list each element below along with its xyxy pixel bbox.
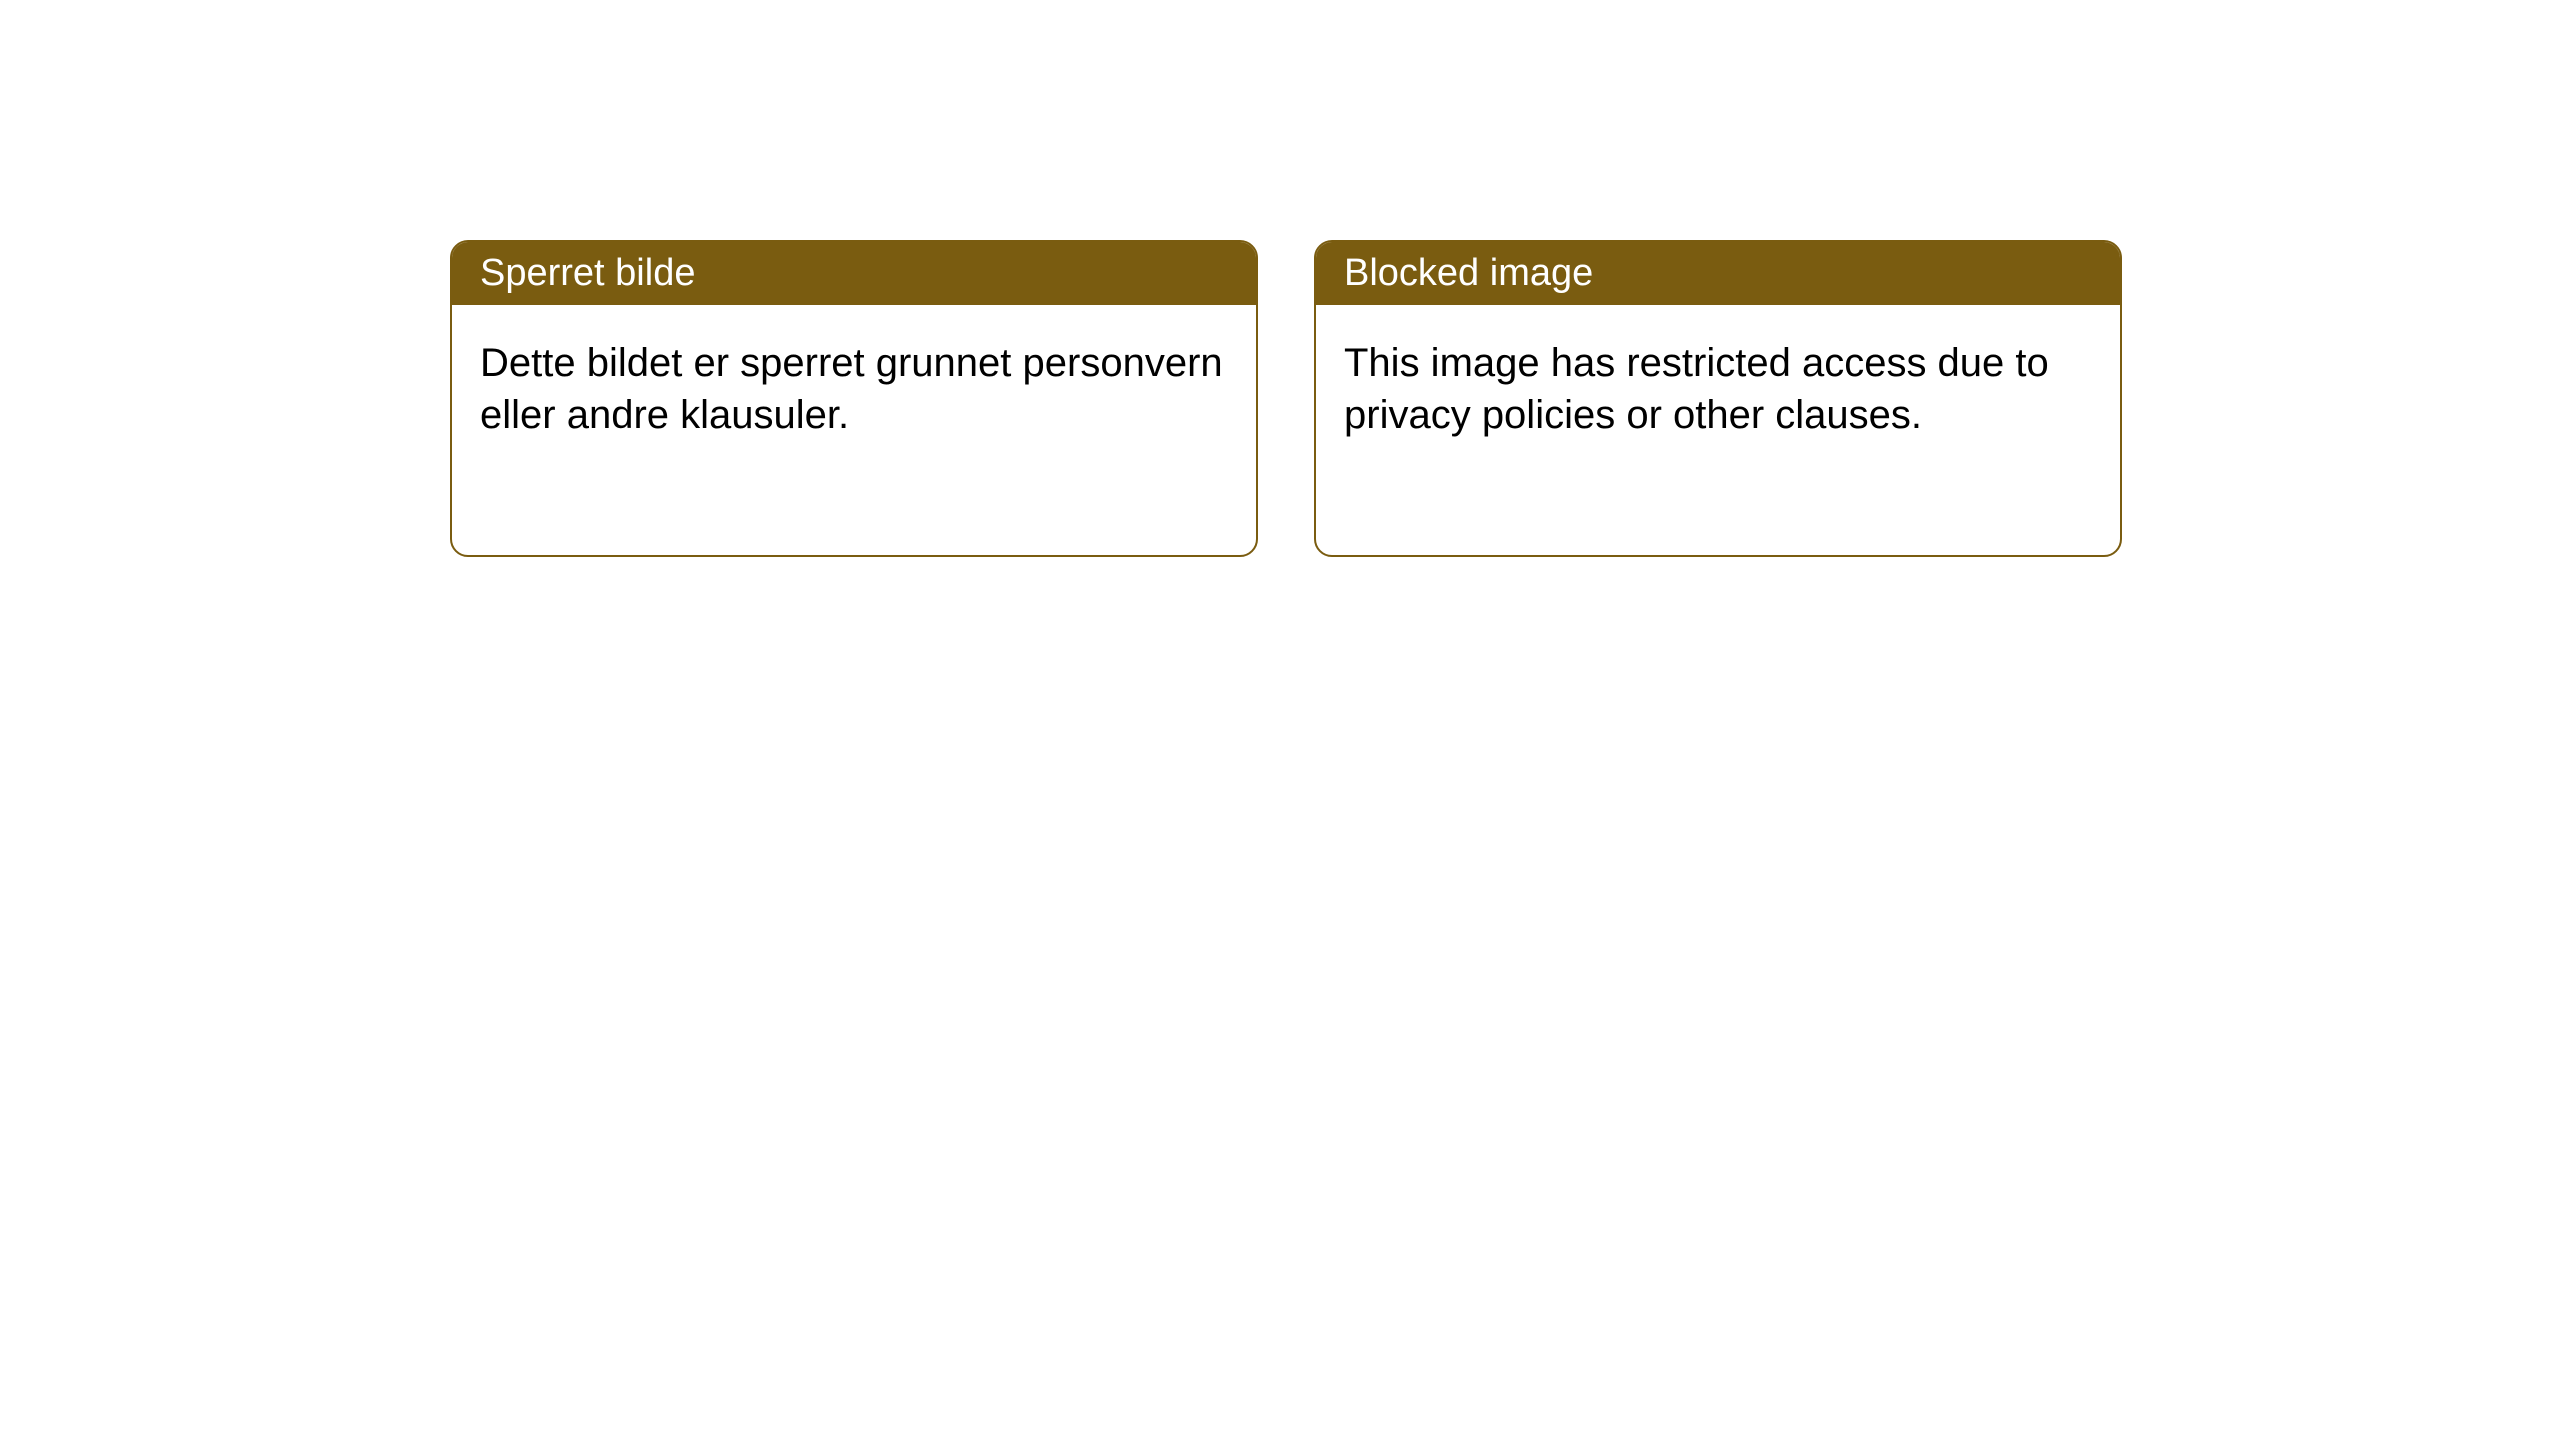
notice-card-english: Blocked image This image has restricted … [1314, 240, 2122, 557]
notice-body: This image has restricted access due to … [1316, 305, 2120, 555]
notice-header: Sperret bilde [452, 242, 1256, 305]
notice-container: Sperret bilde Dette bildet er sperret gr… [450, 240, 2122, 557]
notice-body: Dette bildet er sperret grunnet personve… [452, 305, 1256, 555]
notice-header: Blocked image [1316, 242, 2120, 305]
notice-card-norwegian: Sperret bilde Dette bildet er sperret gr… [450, 240, 1258, 557]
